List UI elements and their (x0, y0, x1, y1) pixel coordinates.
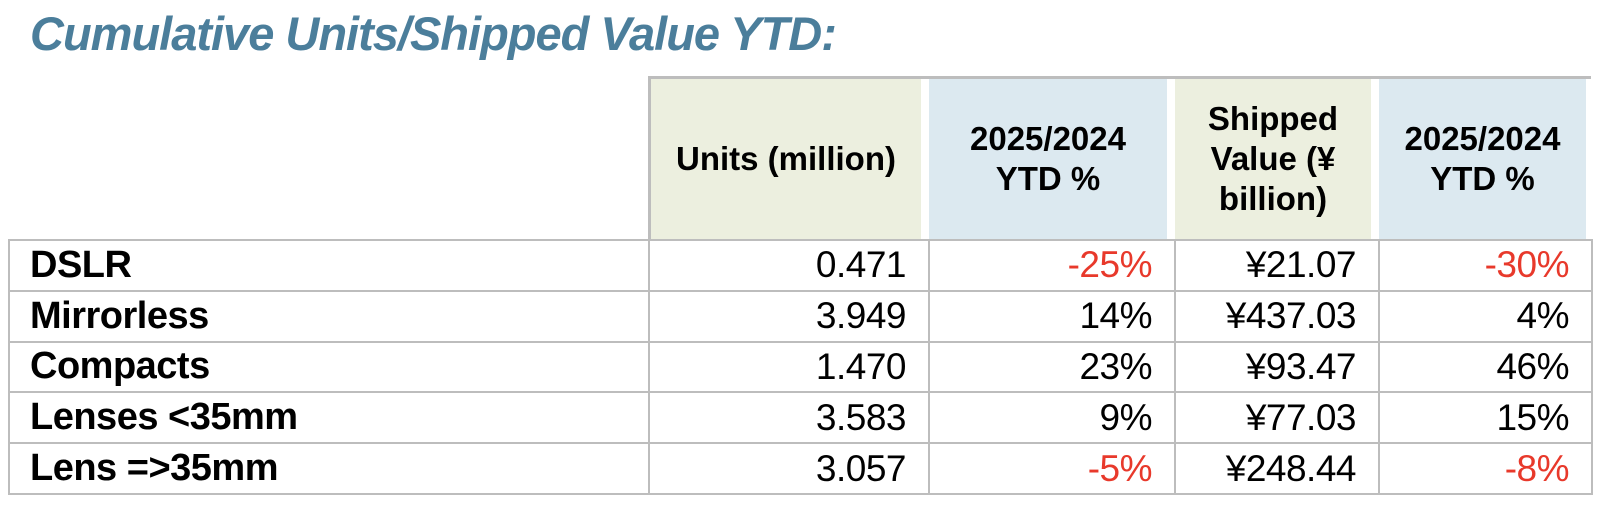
units-cell: 3.057 (650, 444, 930, 495)
column-header-shipped-value: Shipped Value (¥ billion) (1175, 79, 1371, 239)
page-title: Cumulative Units/Shipped Value YTD: (30, 7, 837, 60)
value-ytd-pct-cell: -8% (1380, 444, 1593, 495)
column-header-shipped-value-label: Shipped Value (¥ billion) (1207, 99, 1339, 218)
row-label-cell: Lenses <35mm (10, 393, 650, 445)
column-header-value-ytd-pct: 2025/2024 YTD % (1379, 79, 1586, 239)
column-header-units: Units (million) (651, 79, 921, 239)
shipped-value-cell: ¥77.03 (1176, 393, 1380, 445)
value-ytd-pct-cell: 4% (1380, 291, 1593, 343)
units-ytd-pct-cell: 9% (930, 393, 1176, 445)
units-ytd-pct-cell: -25% (930, 241, 1176, 292)
units-cell: 0.471 (650, 241, 930, 292)
units-ytd-pct-cell: -5% (930, 444, 1176, 495)
column-header-units-label: Units (million) (676, 139, 896, 177)
units-cell: 3.583 (650, 393, 930, 445)
column-header-value-ytd-pct-label: 2025/2024 YTD % (1404, 119, 1561, 197)
row-label-cell: Mirrorless (10, 291, 650, 343)
value-ytd-pct-cell: 15% (1380, 393, 1593, 445)
row-label-cell: Compacts (10, 342, 650, 394)
value-ytd-pct-cell: -30% (1380, 241, 1593, 292)
shipped-value-cell: ¥437.03 (1176, 291, 1380, 343)
value-ytd-pct-cell: 46% (1380, 342, 1593, 394)
units-cell: 1.470 (650, 342, 930, 394)
shipped-value-cell: ¥21.07 (1176, 241, 1380, 292)
table-body: DSLR 0.471 -25% ¥21.07 -30% Mirrorless 3… (8, 239, 1593, 495)
units-ytd-pct-cell: 14% (930, 291, 1176, 343)
column-header-units-ytd-pct: 2025/2024 YTD % (929, 79, 1167, 239)
shipped-value-cell: ¥93.47 (1176, 342, 1380, 394)
shipped-value-cell: ¥248.44 (1176, 444, 1380, 495)
units-ytd-pct-cell: 23% (930, 342, 1176, 394)
column-header-units-ytd-pct-label: 2025/2024 YTD % (970, 119, 1126, 197)
units-cell: 3.949 (650, 291, 930, 343)
table-header-row: Units (million) 2025/2024 YTD % Shipped … (648, 76, 1591, 239)
row-label-cell: Lens =>35mm (10, 444, 650, 495)
row-label-cell: DSLR (10, 241, 650, 292)
